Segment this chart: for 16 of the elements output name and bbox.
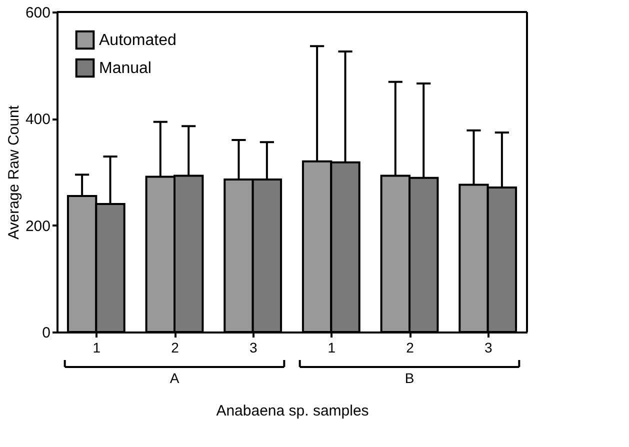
y-tick-label: 0 (42, 324, 50, 342)
x-axis-title: Anabaena sp. samples (216, 402, 369, 420)
x-tick-label: 3 (484, 340, 492, 356)
legend-label: Manual (99, 60, 152, 77)
x-tick-label: 1 (92, 340, 101, 356)
text: B (404, 370, 414, 386)
y-axis-title: Average Raw Count (5, 104, 22, 240)
x-tick-label: 3 (249, 340, 258, 356)
y-tick-label: 600 (25, 4, 50, 22)
x-tick-label: 2 (406, 340, 414, 356)
text: A (170, 370, 180, 386)
x-tick-label: 2 (171, 340, 180, 356)
legend-label: Automated (99, 32, 176, 49)
y-tick-label: 400 (25, 111, 50, 128)
y-tick-label: 200 (25, 218, 50, 235)
x-tick-label: 1 (328, 340, 336, 356)
